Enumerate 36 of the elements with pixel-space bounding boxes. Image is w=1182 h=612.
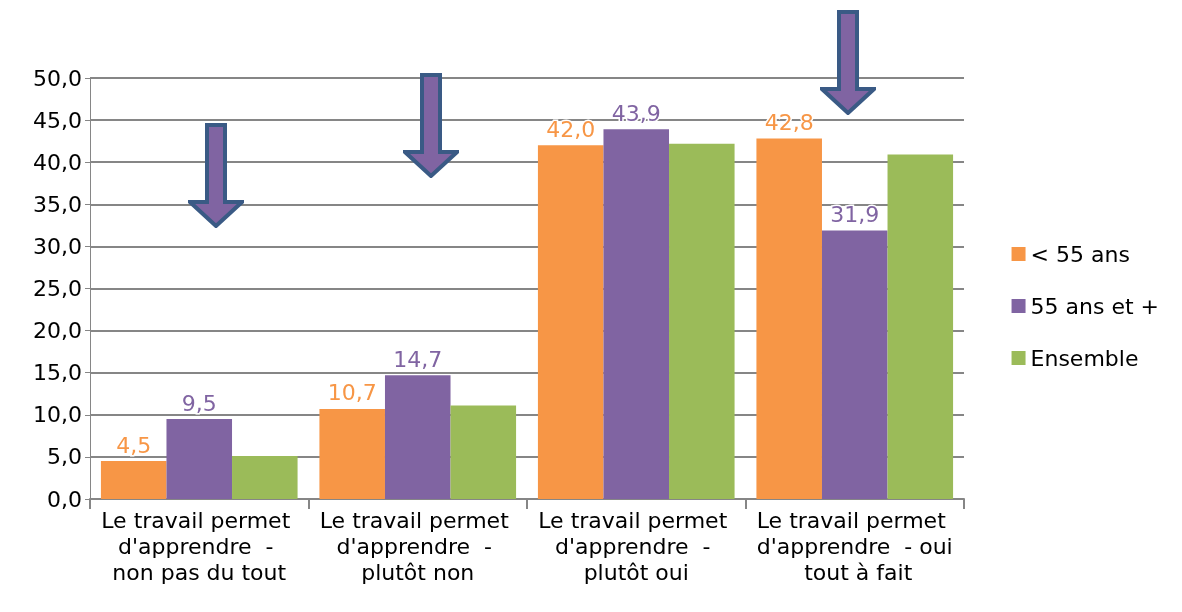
x-tick-label: Le travail permet d'apprendre - plutôt oui	[538, 507, 735, 585]
y-tick-label: 35,0	[33, 191, 82, 217]
data-label: 10,7	[327, 380, 377, 406]
bar	[232, 456, 298, 499]
bar	[669, 143, 735, 499]
data-label: 9,5	[181, 390, 217, 416]
data-label: 14,7	[393, 346, 443, 372]
bar	[384, 375, 451, 499]
bar	[756, 138, 822, 499]
data-label: 4,5	[116, 432, 152, 458]
y-tick-label: 45,0	[33, 107, 82, 133]
y-tick-label: 40,0	[33, 149, 82, 175]
x-tick-label: Le travail permet d'apprendre - non pas du tout	[101, 507, 298, 585]
y-tick-label: 15,0	[33, 360, 82, 386]
x-tick-label: Le travail permet d'apprendre - plutôt non	[319, 507, 516, 585]
data-label: 42,0	[546, 116, 596, 142]
legend-label: < 55 ans	[1030, 241, 1130, 267]
y-tick-label: 30,0	[33, 233, 82, 259]
y-tick-label: 50,0	[33, 65, 82, 91]
bar	[821, 230, 888, 499]
legend-label: 55 ans et +	[1030, 293, 1160, 319]
y-tick-label: 10,0	[33, 402, 82, 428]
bar	[100, 461, 167, 499]
legend-label: Ensemble	[1030, 345, 1139, 371]
bar	[166, 419, 233, 499]
y-tick-label: 25,0	[33, 276, 82, 301]
data-label: 31,9	[830, 201, 880, 227]
bar	[887, 154, 954, 499]
bar	[319, 408, 385, 499]
bar	[450, 405, 517, 499]
bar	[603, 129, 670, 499]
y-tick-label: 5,0	[47, 444, 82, 470]
x-tick-label: Le travail permet d'apprendre - oui tout à fait	[756, 507, 953, 585]
y-tick-label: 20,0	[33, 318, 82, 344]
y-tick-label: 0,0	[47, 486, 82, 512]
bar	[537, 145, 604, 499]
